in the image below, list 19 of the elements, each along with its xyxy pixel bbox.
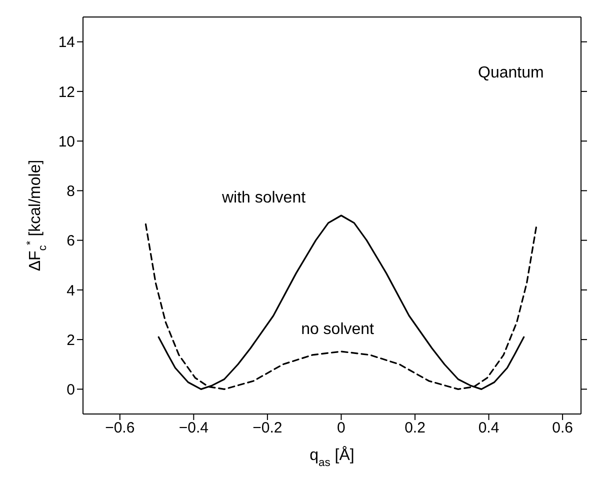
- x-tick-label: −0.6: [105, 420, 135, 437]
- x-tick-label: 0.6: [552, 420, 573, 437]
- y-tick-label: 2: [66, 332, 75, 349]
- x-axis-title: q$_{as}$ [Å]: [310, 446, 354, 469]
- y-tick-label: 10: [58, 133, 75, 150]
- y-tick-label: 12: [58, 84, 75, 101]
- series-label: no solvent: [301, 321, 375, 338]
- y-tick-label: 6: [66, 232, 75, 250]
- x-tick-label: −0.2: [252, 420, 282, 437]
- y-tick-label: 8: [66, 183, 75, 200]
- series-label: with solvent: [220, 190, 306, 207]
- x-tick-label: 0: [337, 420, 346, 437]
- x-tick-label: −0.4: [178, 420, 208, 437]
- y-tick-label: 0: [66, 382, 75, 399]
- y-tick-label: 4: [66, 282, 75, 300]
- annotation: Quantum: [478, 64, 544, 82]
- x-tick-label: 0.2: [404, 420, 426, 437]
- y-tick-label: 14: [58, 34, 75, 52]
- x-tick-label: 0.4: [478, 420, 500, 437]
